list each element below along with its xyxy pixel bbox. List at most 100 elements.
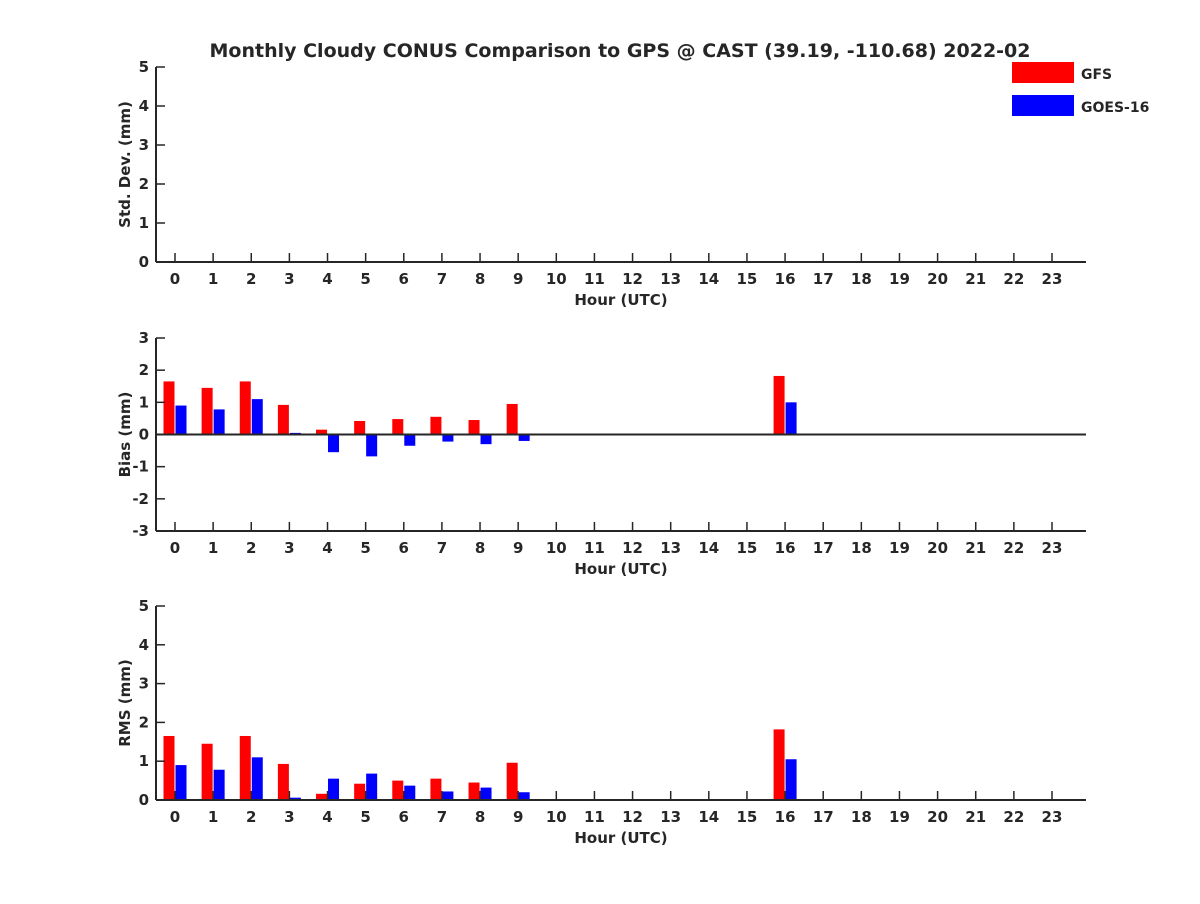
y-tick-label-bias: -2: [132, 490, 149, 508]
bar-rms-gfs-9: [506, 762, 518, 800]
x-tick-label-bias: 6: [399, 539, 409, 557]
x-tick-label-std: 11: [584, 270, 605, 288]
bar-bias-gfs-1: [201, 387, 213, 435]
bar-rms-gfs-4: [316, 793, 328, 800]
x-tick-label-rms: 18: [851, 808, 872, 826]
x-tick-label-rms: 20: [927, 808, 948, 826]
x-tick-label-rms: 10: [546, 808, 567, 826]
x-tick-label-rms: 1: [208, 808, 218, 826]
x-tick-label-std: 5: [360, 270, 370, 288]
bar-bias-goes16-2: [251, 399, 263, 435]
bar-bias-goes16-5: [366, 434, 378, 457]
legend-swatch-gfs: [1012, 62, 1074, 83]
bar-rms-goes16-1: [213, 769, 225, 800]
x-tick-label-std: 17: [813, 270, 834, 288]
bar-rms-goes16-5: [366, 773, 378, 800]
bar-bias-gfs-7: [430, 416, 442, 435]
x-tick-label-bias: 0: [170, 539, 180, 557]
x-tick-label-bias: 12: [622, 539, 643, 557]
x-tick-label-std: 8: [475, 270, 485, 288]
bar-rms-goes16-2: [251, 757, 263, 800]
x-tick-label-bias: 21: [965, 539, 986, 557]
x-tick-label-bias: 18: [851, 539, 872, 557]
x-tick-label-std: 12: [622, 270, 643, 288]
bar-bias-gfs-9: [506, 403, 518, 435]
x-tick-label-std: 20: [927, 270, 948, 288]
x-tick-label-rms: 14: [698, 808, 719, 826]
y-tick-label-rms: 2: [139, 713, 149, 731]
x-tick-label-rms: 22: [1003, 808, 1024, 826]
y-tick-label-rms: 3: [139, 675, 149, 693]
x-tick-label-std: 0: [170, 270, 180, 288]
bar-bias-gfs-8: [468, 420, 480, 435]
bar-rms-goes16-9: [518, 792, 530, 800]
x-tick-label-std: 9: [513, 270, 523, 288]
x-tick-label-rms: 11: [584, 808, 605, 826]
bar-rms-goes16-6: [404, 785, 416, 800]
x-tick-label-bias: 1: [208, 539, 218, 557]
bar-bias-goes16-7: [442, 434, 454, 442]
x-tick-label-std: 23: [1042, 270, 1063, 288]
x-tick-label-std: 14: [698, 270, 719, 288]
x-axis-label-std: Hour (UTC): [574, 291, 667, 309]
y-tick-label-std: 0: [139, 253, 149, 271]
x-tick-label-rms: 9: [513, 808, 523, 826]
x-tick-label-rms: 0: [170, 808, 180, 826]
y-tick-label-bias: -3: [132, 522, 149, 540]
x-tick-label-rms: 15: [737, 808, 758, 826]
bar-bias-gfs-4: [316, 429, 328, 435]
legend-label-gfs: GFS: [1081, 67, 1112, 83]
x-tick-label-std: 13: [660, 270, 681, 288]
y-tick-label-bias: 2: [139, 361, 149, 379]
x-tick-label-rms: 4: [322, 808, 332, 826]
bar-bias-gfs-5: [354, 420, 366, 435]
bar-bias-goes16-6: [404, 434, 416, 446]
x-tick-label-bias: 23: [1042, 539, 1063, 557]
bar-rms-gfs-16: [773, 729, 785, 800]
x-tick-label-rms: 12: [622, 808, 643, 826]
y-tick-label-std: 5: [139, 58, 149, 76]
x-tick-label-rms: 17: [813, 808, 834, 826]
x-tick-label-rms: 16: [775, 808, 796, 826]
x-tick-label-bias: 16: [775, 539, 796, 557]
bar-rms-goes16-3: [289, 797, 301, 800]
y-tick-label-std: 4: [139, 97, 149, 115]
y-tick-label-bias: 1: [139, 393, 149, 411]
y-axis-label-bias: Bias (mm): [116, 392, 134, 478]
x-tick-label-std: 6: [399, 270, 409, 288]
x-tick-label-std: 2: [246, 270, 256, 288]
bar-bias-goes16-4: [328, 434, 340, 453]
bar-bias-goes16-0: [175, 405, 187, 435]
bar-bias-gfs-2: [239, 381, 251, 435]
bar-bias-goes16-16: [785, 402, 797, 435]
x-tick-label-rms: 7: [437, 808, 447, 826]
x-tick-label-std: 3: [284, 270, 294, 288]
x-tick-label-bias: 17: [813, 539, 834, 557]
x-tick-label-bias: 7: [437, 539, 447, 557]
x-tick-label-std: 16: [775, 270, 796, 288]
x-tick-label-bias: 8: [475, 539, 485, 557]
x-tick-label-std: 4: [322, 270, 332, 288]
x-tick-label-bias: 3: [284, 539, 294, 557]
bar-rms-gfs-5: [354, 783, 366, 800]
x-tick-label-rms: 13: [660, 808, 681, 826]
y-tick-label-bias: -1: [132, 458, 149, 476]
bar-bias-gfs-0: [163, 381, 175, 435]
x-tick-label-rms: 3: [284, 808, 294, 826]
x-tick-label-bias: 19: [889, 539, 910, 557]
x-tick-label-bias: 14: [698, 539, 719, 557]
bar-rms-gfs-2: [239, 735, 251, 800]
y-tick-label-bias: 3: [139, 329, 149, 347]
bar-rms-gfs-3: [277, 763, 289, 800]
x-tick-label-std: 15: [737, 270, 758, 288]
y-axis-label-rms: RMS (mm): [116, 659, 134, 746]
y-tick-label-rms: 5: [139, 597, 149, 615]
x-tick-label-bias: 22: [1003, 539, 1024, 557]
bar-rms-goes16-0: [175, 765, 187, 800]
x-axis-label-rms: Hour (UTC): [574, 829, 667, 847]
x-tick-label-bias: 9: [513, 539, 523, 557]
